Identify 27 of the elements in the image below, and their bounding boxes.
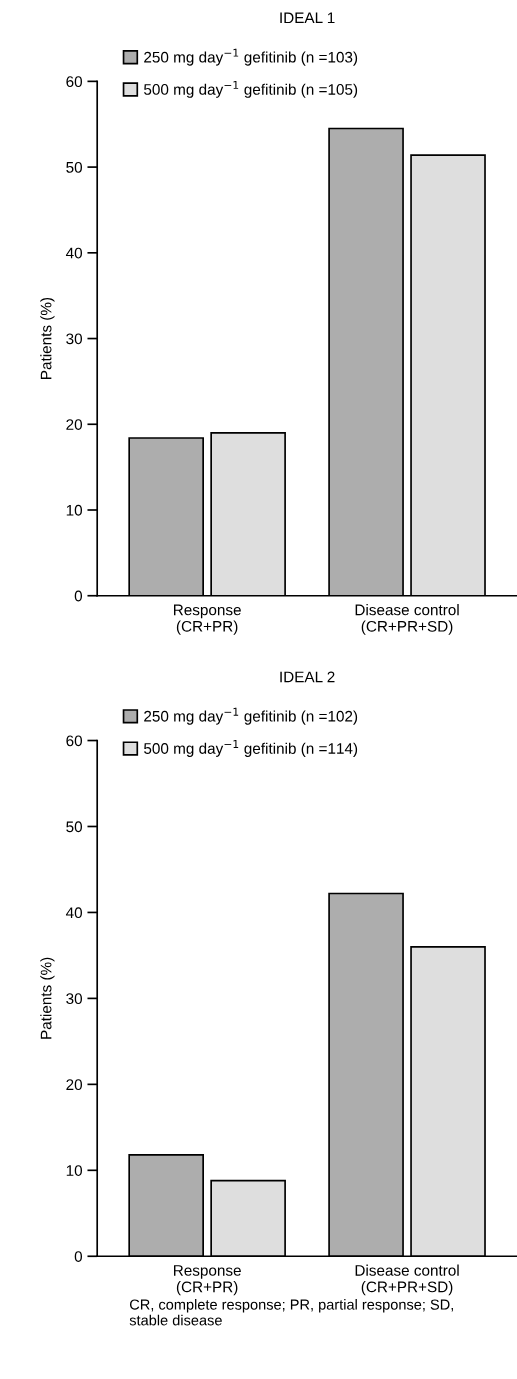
y-tick-label: 40 — [65, 247, 83, 259]
legend-label: 250 mg day$^{−1}$ gefitinib (n =103) — [144, 48, 358, 66]
y-tick-label: 0 — [74, 590, 83, 602]
x-tick-label: Response (CR+PR) — [174, 1265, 241, 1296]
y-tick-label: 10 — [66, 1165, 83, 1176]
y-tick-label: 60 — [66, 735, 83, 747]
text: CR, complete response; PR, partial response; SD, stable disease — [129, 1299, 453, 1326]
y-axis-title: Patients (%) — [40, 957, 55, 1039]
legend-label: 500 mg day$^{−1}$ gefitinib (n =114) — [144, 740, 358, 757]
x-tick-label: Disease control (CR+PR+SD) — [355, 604, 459, 635]
y-axis-title: Patients (%) — [40, 297, 55, 379]
y-tick-label: 50 — [66, 161, 83, 173]
y-tick-label: 30 — [66, 333, 83, 345]
legend-label: 500 mg day$^{−1}$ gefitinib (n =105) — [144, 81, 358, 98]
chart-title: IDEAL 1 — [280, 12, 335, 24]
x-tick-label: Disease control (CR+PR+SD) — [355, 1264, 459, 1296]
x-tick-label: Response (CR+PR) — [174, 604, 241, 635]
y-tick-label: 60 — [66, 76, 83, 88]
y-tick-label: 40 — [65, 907, 83, 919]
y-tick-label: 10 — [66, 504, 83, 516]
y-tick-label: 0 — [74, 1251, 83, 1262]
y-tick-label: 20 — [66, 419, 83, 430]
y-tick-label: 50 — [66, 821, 83, 833]
y-tick-label: 20 — [66, 1079, 83, 1091]
y-tick-label: 30 — [66, 993, 83, 1005]
chart-title: IDEAL 2 — [280, 671, 335, 683]
legend-label: 250 mg day$^{−1}$ gefitinib (n =102) — [144, 707, 358, 725]
